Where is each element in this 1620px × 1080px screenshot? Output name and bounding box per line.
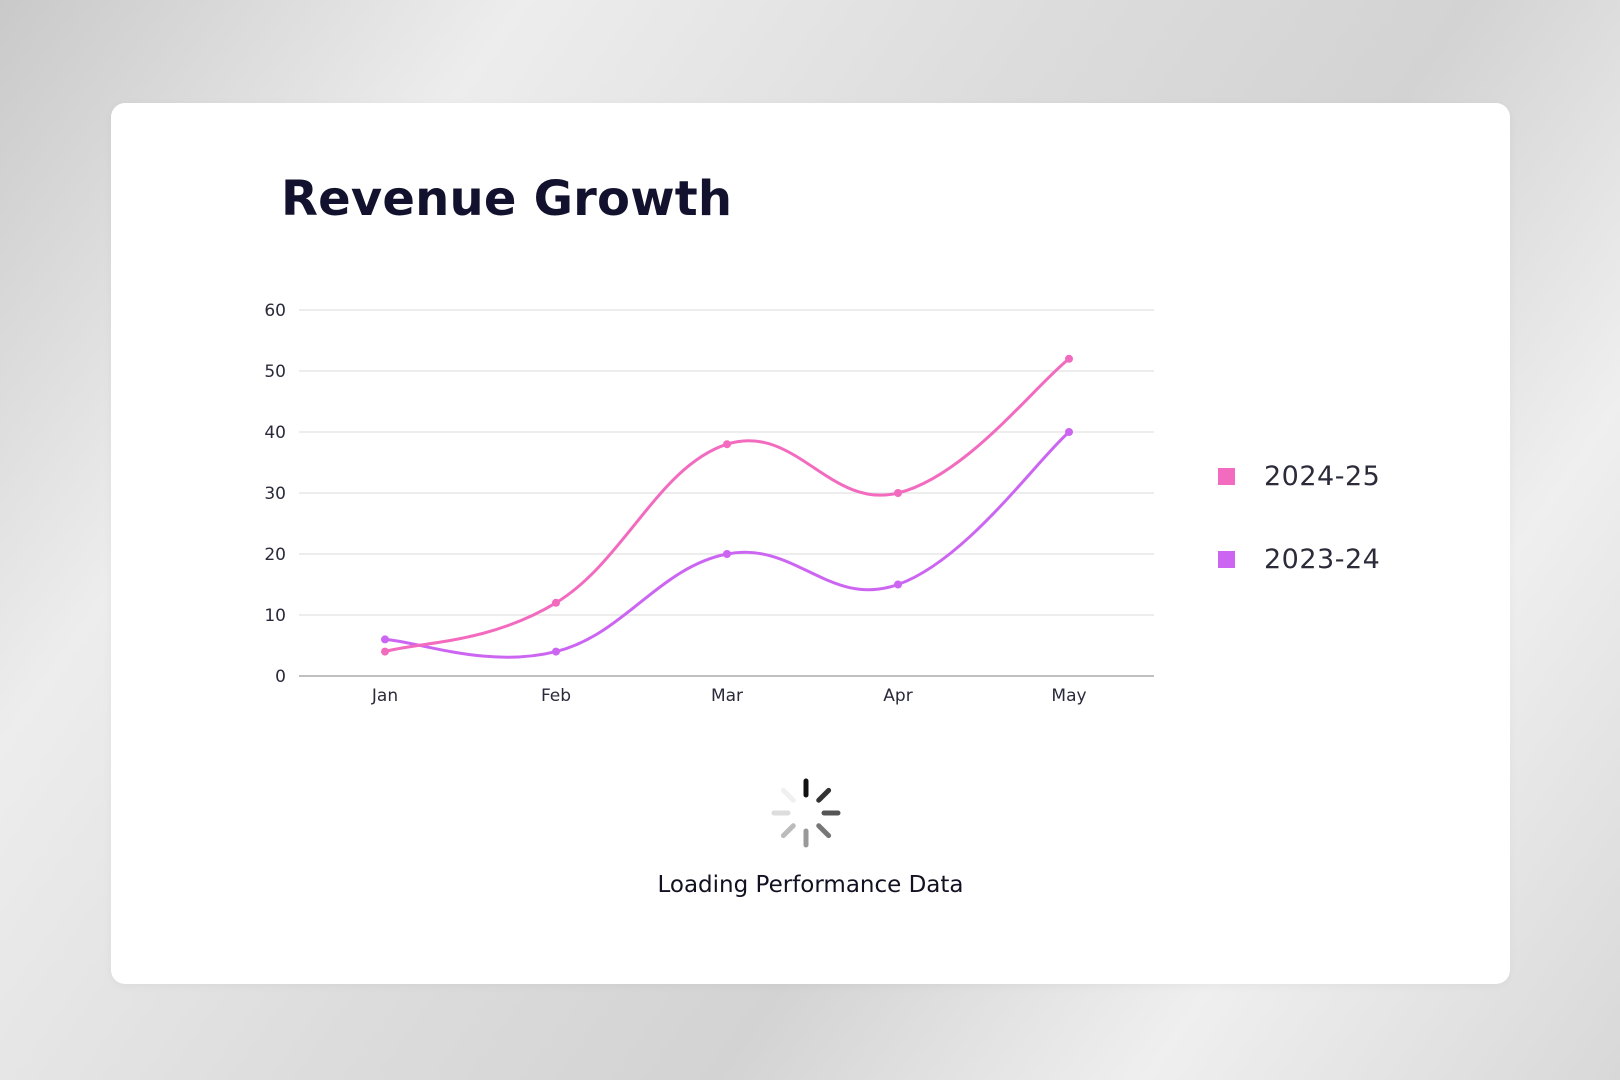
- data-point[interactable]: [723, 440, 731, 449]
- spinner-spoke: [816, 787, 832, 803]
- data-point[interactable]: [894, 489, 902, 497]
- data-point[interactable]: [1065, 354, 1073, 363]
- spinner-spoke: [780, 823, 796, 839]
- legend-label: 2023-24: [1264, 543, 1381, 575]
- legend-label: 2024-25: [1264, 460, 1381, 492]
- legend-swatch: [1218, 550, 1235, 568]
- series-line: [383, 357, 1071, 654]
- legend-item-2023-24[interactable]: 2023-24: [1218, 541, 1380, 577]
- loading-status-text: Loading Performance Data: [657, 872, 964, 898]
- chart-gridlines: [299, 309, 1154, 677]
- spinner-spoke: [816, 823, 832, 839]
- data-point[interactable]: [894, 580, 902, 589]
- data-point[interactable]: [1065, 428, 1073, 436]
- series-2024-25: [381, 354, 1073, 656]
- y-tick-label: 40: [264, 423, 286, 443]
- y-tick-label: 0: [275, 667, 286, 687]
- data-point[interactable]: [381, 647, 389, 656]
- legend-swatch: [1218, 467, 1235, 485]
- y-tick-label: 60: [264, 301, 286, 321]
- legend-item-2024-25[interactable]: 2024-25: [1218, 458, 1380, 494]
- x-tick-label: Mar: [711, 686, 743, 706]
- chart-card: Revenue Growth 0 10 20 30 40 50 60 Jan Feb Mar Ap…: [111, 103, 1510, 984]
- data-point[interactable]: [552, 598, 560, 607]
- y-axis-ticks: 0 10 20 30 40 50 60: [264, 301, 286, 687]
- series-line: [383, 430, 1071, 659]
- y-tick-label: 20: [264, 545, 286, 565]
- y-tick-label: 30: [264, 484, 286, 504]
- x-tick-label: Apr: [883, 686, 912, 706]
- data-point[interactable]: [381, 635, 389, 644]
- chart-title: Revenue Growth: [281, 171, 733, 227]
- data-point[interactable]: [723, 550, 731, 558]
- x-tick-label: May: [1051, 686, 1086, 706]
- y-tick-label: 10: [264, 606, 286, 626]
- line-chart: 0 10 20 30 40 50 60 Jan Feb Mar Apr May: [264, 301, 1154, 706]
- chart-legend: 2024-25 2023-24: [1218, 458, 1380, 624]
- x-tick-label: Feb: [541, 686, 571, 706]
- x-axis-ticks: Jan Feb Mar Apr May: [371, 686, 1087, 706]
- loading-spinner-icon: [771, 778, 841, 848]
- data-point[interactable]: [552, 647, 560, 656]
- spinner-spoke: [780, 787, 796, 803]
- x-tick-label: Jan: [371, 686, 398, 706]
- chart-series: [381, 354, 1073, 659]
- y-tick-label: 50: [264, 362, 286, 382]
- series-2023-24: [381, 428, 1073, 659]
